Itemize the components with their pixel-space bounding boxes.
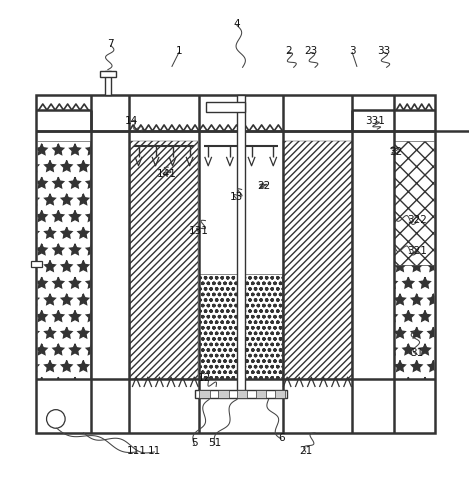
Text: 23: 23 [304,46,317,56]
Bar [200,390,210,398]
Text: 13: 13 [229,192,243,201]
Text: 111: 111 [127,445,147,454]
Text: 22: 22 [257,181,271,190]
Text: 1: 1 [176,46,182,56]
Text: 14: 14 [125,116,138,125]
Text: 12: 12 [198,372,211,382]
Bar [206,103,245,113]
Text: 31: 31 [410,348,424,357]
Bar [256,390,266,398]
Bar [31,261,42,268]
Text: 3: 3 [349,46,356,56]
Bar [100,72,116,78]
Bar [200,274,282,379]
Bar [36,95,435,433]
Bar [195,390,287,398]
Bar [275,390,285,398]
Bar [219,390,228,398]
Bar [105,72,111,95]
Bar [237,390,247,398]
Text: 51: 51 [208,437,221,447]
Bar [237,95,245,396]
Text: 21: 21 [299,445,312,454]
Text: 6: 6 [278,432,284,442]
Text: 141: 141 [156,168,176,179]
Text: 321: 321 [407,245,427,256]
Text: 5: 5 [191,437,198,447]
Text: 7: 7 [107,39,114,48]
Bar [130,142,199,379]
Text: 2: 2 [285,46,292,56]
Text: 33: 33 [377,46,390,56]
Bar [394,265,434,379]
Text: 331: 331 [365,116,385,125]
Text: 322: 322 [407,215,427,225]
Bar [283,142,352,379]
Bar [394,142,434,265]
Text: 11: 11 [148,445,161,454]
Bar [37,142,90,379]
Circle shape [46,410,65,428]
Text: 32: 32 [389,147,402,157]
Text: 4: 4 [234,19,240,29]
Bar [200,142,282,274]
Text: 131: 131 [189,226,209,235]
